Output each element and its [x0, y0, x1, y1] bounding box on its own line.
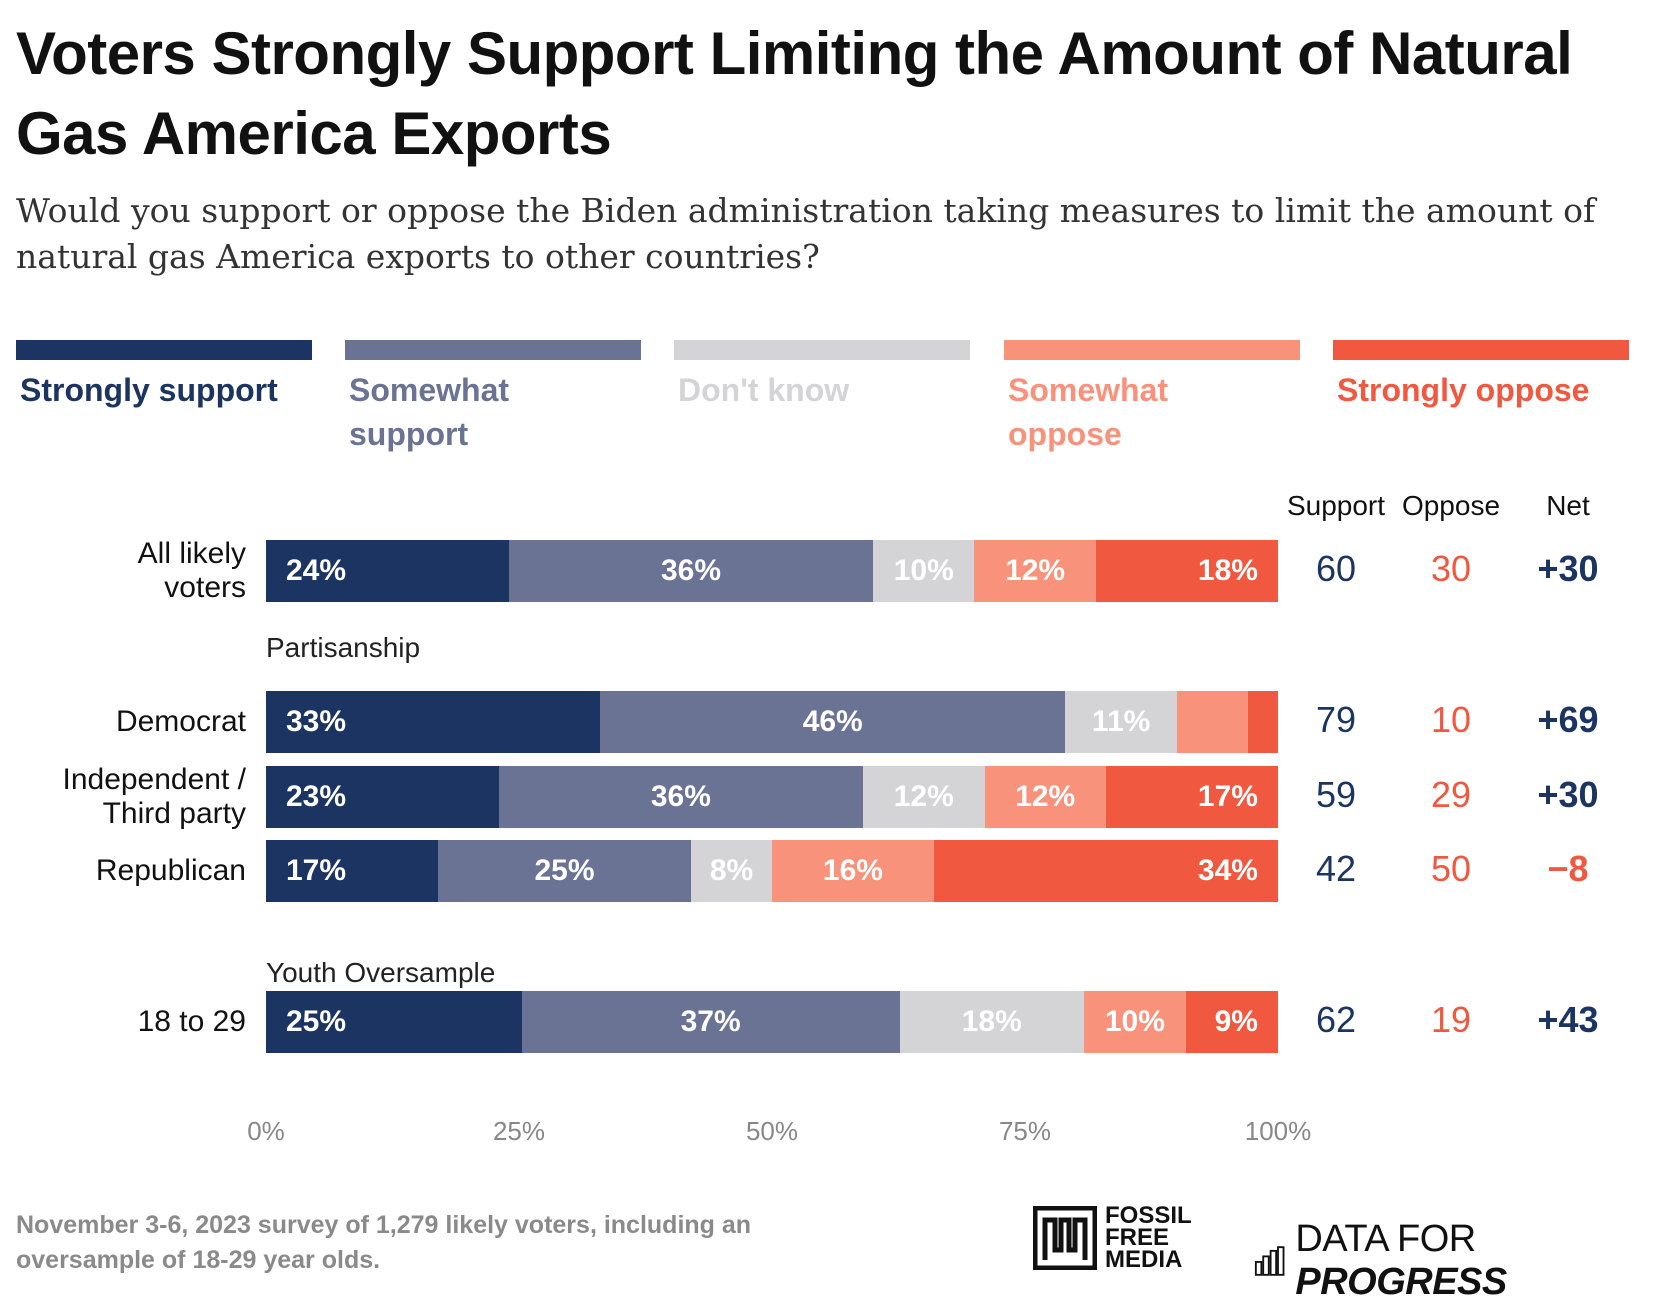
bar-segment: 18% — [1095, 540, 1278, 602]
bar-segment: 12% — [984, 766, 1106, 828]
fossil-free-media-logo: FOSSIL FREE MEDIA — [1033, 1202, 1192, 1273]
stacked-bar: 25% 37% 18% 10% 9% — [266, 991, 1278, 1053]
net-value: −8 — [1547, 848, 1589, 889]
bar-segment: 33% — [266, 691, 600, 753]
support-value: 59 — [1315, 774, 1357, 815]
legend-item: Don't know — [674, 340, 970, 412]
bar-segment: 46% — [599, 691, 1066, 753]
bar-segment: 24% — [266, 540, 509, 602]
bar-segment: 34% — [933, 840, 1278, 902]
fossil-free-media-mark-icon — [1033, 1206, 1097, 1270]
oppose-value: 50 — [1430, 848, 1472, 889]
bar-segment: 37% — [521, 991, 900, 1053]
chart-title: Voters Strongly Support Limiting the Amo… — [16, 20, 1573, 167]
stacked-bar: 33% 46% 11% — [266, 691, 1278, 753]
bar-segment: 25% — [266, 991, 522, 1053]
support-value: 60 — [1315, 548, 1357, 589]
footnote: November 3-6, 2023 survey of 1,279 likel… — [16, 1211, 752, 1274]
bar-segment: 10% — [1083, 991, 1186, 1053]
net-value: +69 — [1537, 699, 1599, 740]
legend-swatch — [674, 340, 970, 360]
bar-segment: 23% — [266, 766, 499, 828]
bar-segment: 8% — [691, 840, 772, 902]
bar-segment: 18% — [899, 991, 1084, 1053]
legend-item: Strongly support — [16, 340, 312, 412]
ffm-line-2: FREE — [1105, 1224, 1170, 1251]
legend-item: Somewhat oppose — [1004, 340, 1300, 456]
support-value: 42 — [1315, 848, 1357, 889]
dfp-text-plain: DATA FOR — [1295, 1218, 1476, 1260]
legend-item: Somewhat support — [345, 340, 641, 456]
legend-label: Strongly oppose — [1337, 372, 1590, 408]
bar-segment: 36% — [498, 766, 864, 828]
row-label: Democrat — [115, 705, 246, 738]
x-tick-label: 0% — [247, 1116, 285, 1146]
legend-swatch — [345, 340, 641, 360]
ffm-line-1: FOSSIL — [1105, 1202, 1192, 1229]
support-column-header: Support — [1286, 490, 1386, 521]
bar-segment — [1176, 691, 1248, 753]
legend-swatch — [16, 340, 312, 360]
oppose-value: 30 — [1430, 548, 1472, 589]
oppose-column-header: Oppose — [1401, 490, 1501, 521]
dfp-text-bold: PROGRESS — [1295, 1261, 1507, 1303]
chart-subtitle: Would you support or oppose the Biden ad… — [16, 191, 1596, 276]
row-label: 18 to 29 — [137, 1005, 246, 1038]
bar-segment: 9% — [1185, 991, 1278, 1053]
x-tick-label: 100% — [1244, 1116, 1312, 1146]
net-value: +43 — [1537, 999, 1599, 1040]
bar-segment: 17% — [1105, 766, 1278, 828]
net-column-header: Net — [1546, 490, 1590, 521]
x-tick-label: 25% — [492, 1116, 546, 1146]
legend-item: Strongly oppose — [1333, 340, 1629, 412]
group-label-partisanship: Partisanship — [266, 632, 421, 663]
legend-label: Somewhat oppose — [1008, 372, 1169, 452]
support-value: 79 — [1315, 699, 1357, 740]
ffm-line-3: MEDIA — [1105, 1246, 1183, 1273]
oppose-value: 19 — [1430, 999, 1472, 1040]
net-value: +30 — [1537, 548, 1599, 589]
oppose-value: 10 — [1430, 699, 1472, 740]
bar-segment: 36% — [508, 540, 874, 602]
net-value: +30 — [1537, 774, 1599, 815]
legend-label: Somewhat support — [349, 372, 510, 452]
bar-segment: 11% — [1065, 691, 1177, 753]
stacked-bar: 17% 25% 8% 16% 34% — [266, 840, 1278, 902]
row-label: Independent / Third party — [62, 763, 246, 830]
x-tick-label: 75% — [998, 1116, 1052, 1146]
bar-chart-icon — [1254, 1246, 1285, 1276]
bar-segment: 12% — [863, 766, 985, 828]
legend-swatch — [1333, 340, 1629, 360]
stacked-bar: 24% 36% 10% 12% 18% — [266, 540, 1278, 602]
legend-label: Don't know — [678, 372, 850, 408]
oppose-value: 29 — [1430, 774, 1472, 815]
data-for-progress-logo: DATA FOR PROGRESS — [1254, 1218, 1666, 1304]
group-label-youth: Youth Oversample — [266, 957, 496, 988]
bar-segment: 17% — [266, 840, 439, 902]
bar-segment — [1247, 691, 1278, 753]
bar-segment: 16% — [771, 840, 934, 902]
legend-swatch — [1004, 340, 1300, 360]
bar-segment: 10% — [873, 540, 975, 602]
row-label: All likely voters — [137, 537, 246, 604]
stacked-bar: 23% 36% 12% 12% 17% — [266, 766, 1278, 828]
legend-label: Strongly support — [20, 372, 278, 408]
x-tick-label: 50% — [745, 1116, 799, 1146]
bar-segment: 12% — [974, 540, 1096, 602]
support-value: 62 — [1315, 999, 1357, 1040]
bar-segment: 25% — [438, 840, 692, 902]
row-label: Republican — [95, 854, 246, 887]
